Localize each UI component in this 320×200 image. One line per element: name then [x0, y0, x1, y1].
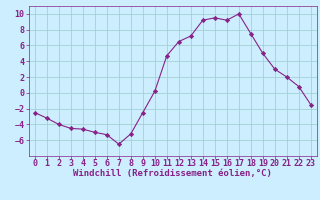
- X-axis label: Windchill (Refroidissement éolien,°C): Windchill (Refroidissement éolien,°C): [73, 169, 272, 178]
